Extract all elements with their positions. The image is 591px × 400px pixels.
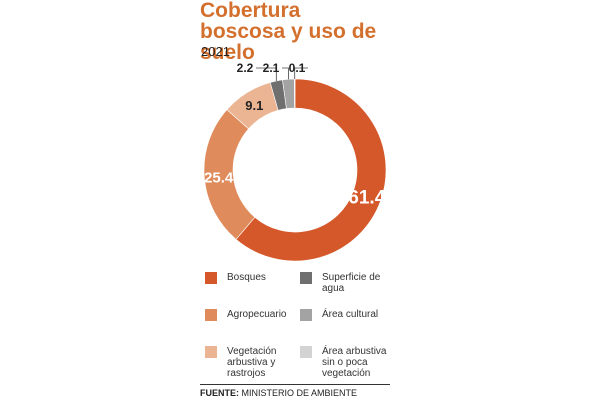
- legend-item: Área arbustiva sin o poca vegetación: [300, 346, 397, 379]
- legend-swatch: [205, 272, 217, 284]
- legend-item: Área cultural: [300, 309, 397, 321]
- legend-item: Agropecuario: [205, 309, 302, 321]
- data-label: 0.1: [289, 61, 306, 75]
- legend-label: Área cultural: [322, 309, 379, 320]
- legend-item: Bosques: [205, 272, 302, 284]
- data-label: 2.1: [263, 61, 280, 75]
- data-label: 9.1: [245, 98, 263, 113]
- data-label: 2.2: [237, 61, 254, 75]
- legend-label: Agropecuario: [227, 309, 287, 320]
- legend-swatch: [300, 346, 312, 358]
- donut-slice: [294, 78, 296, 109]
- legend-label: Superficie de agua: [322, 272, 381, 294]
- source: FUENTE: MINISTERIO DE AMBIENTE: [200, 388, 357, 398]
- legend-swatch: [205, 309, 217, 321]
- data-label: 25.4: [204, 169, 234, 186]
- leader-line: [294, 67, 308, 80]
- legend-item: Vegetación arbustiva y rastrojos: [205, 346, 302, 379]
- legend-item: Superficie de agua: [300, 272, 397, 294]
- donut-slice: [235, 78, 387, 262]
- source-rule: [200, 384, 390, 385]
- legend-label: Vegetación arbustiva y rastrojos: [227, 346, 277, 379]
- chart-title: Cobertura boscosa y uso de suelo: [200, 0, 377, 64]
- data-label: 61.4: [348, 187, 385, 208]
- legend-swatch: [300, 272, 312, 284]
- source-text: MINISTERIO DE AMBIENTE: [241, 388, 358, 398]
- source-label: FUENTE:: [200, 388, 239, 398]
- leader-line: [256, 67, 277, 81]
- legend-label: Área arbustiva sin o poca vegetación: [322, 346, 387, 379]
- legend-label: Bosques: [227, 272, 266, 283]
- chart-subtitle: 2021: [201, 44, 230, 59]
- legend-swatch: [205, 346, 217, 358]
- leader-line: [282, 67, 289, 80]
- legend-swatch: [300, 309, 312, 321]
